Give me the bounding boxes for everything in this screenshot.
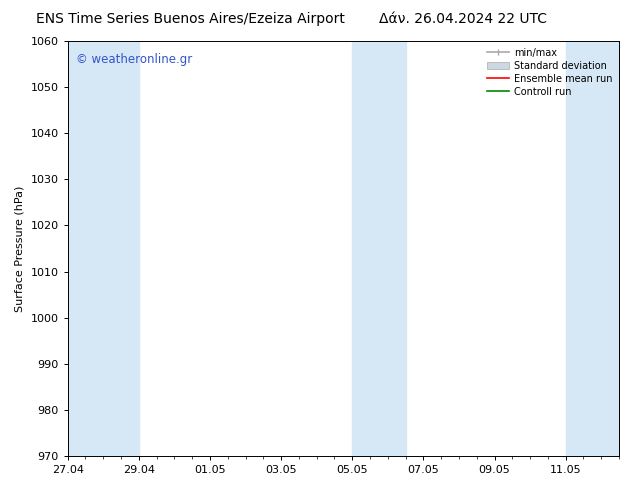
Bar: [68, 41, 139, 456]
Bar: [353, 41, 406, 456]
Text: © weatheronline.gr: © weatheronline.gr: [76, 53, 192, 67]
Bar: [566, 41, 619, 456]
Text: Δάν. 26.04.2024 22 UTC: Δάν. 26.04.2024 22 UTC: [379, 12, 547, 26]
Legend: min/max, Standard deviation, Ensemble mean run, Controll run: min/max, Standard deviation, Ensemble me…: [484, 44, 616, 100]
Y-axis label: Surface Pressure (hPa): Surface Pressure (hPa): [15, 185, 25, 312]
Text: ENS Time Series Buenos Aires/Ezeiza Airport: ENS Time Series Buenos Aires/Ezeiza Airp…: [36, 12, 345, 26]
